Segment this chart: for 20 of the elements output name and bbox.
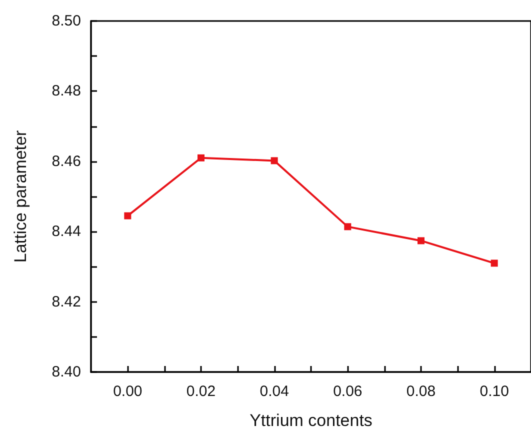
y-axis-title: Lattice parameter: [11, 130, 30, 263]
y-tick-label: 8.46: [52, 152, 81, 170]
y-tick-label: 8.42: [52, 293, 81, 310]
x-tick-label: 0.00: [113, 383, 142, 400]
x-tick-label: 0.04: [260, 383, 289, 400]
y-tick-label: 8.40: [52, 364, 81, 380]
x-axis-title: Yttrium contents: [250, 411, 372, 430]
y-tick-label: 8.48: [52, 82, 81, 100]
x-tick-label: 0.08: [406, 383, 436, 400]
point: [344, 223, 352, 230]
y-tick-label: 8.50: [52, 12, 81, 30]
point: [124, 212, 132, 220]
point: [490, 260, 498, 267]
x-tick-label: 0.02: [186, 383, 216, 400]
point: [270, 157, 278, 164]
point: [198, 154, 204, 162]
x-tick-label: 0.06: [333, 383, 362, 400]
x-tick-label: 0.10: [480, 383, 509, 400]
y-tick-label: 8.44: [52, 223, 81, 240]
point: [418, 237, 424, 244]
